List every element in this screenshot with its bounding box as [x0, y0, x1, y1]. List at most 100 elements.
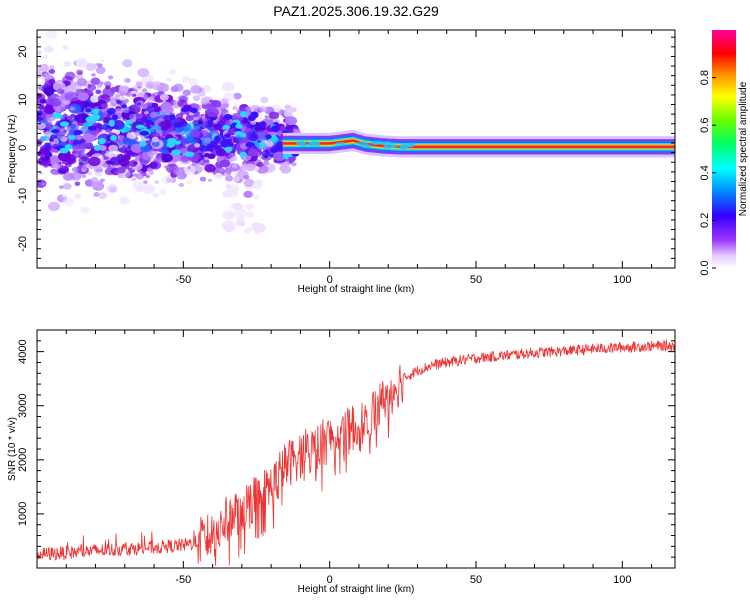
colorbar-tick-label: 0.8: [699, 70, 711, 85]
spectrogram-blob: [224, 224, 235, 233]
spectrogram-blob: [148, 170, 154, 176]
spectrogram-blob: [199, 176, 207, 182]
spectrogram-bright-spot: [270, 125, 280, 133]
spectrogram-blob: [151, 140, 160, 148]
spectrogram-blob: [191, 162, 197, 167]
spectrogram-blob: [99, 178, 106, 183]
spectrogram-blob: [54, 152, 60, 156]
spectrogram-blob: [192, 95, 201, 101]
spectrogram-blob: [85, 62, 97, 71]
spectrogram-bright-spot: [239, 151, 247, 158]
spectrogram-x-tick-label: 100: [613, 274, 631, 286]
spectrogram-blob: [246, 131, 259, 141]
spectrogram-blob: [232, 202, 243, 211]
spectrogram-bright-spot: [206, 144, 214, 150]
spectrogram-blob: [89, 95, 100, 103]
snr-x-tick-label: 50: [470, 574, 482, 586]
snr-y-tick-label: 4000: [17, 339, 29, 363]
spectrogram-blob: [144, 110, 149, 115]
spectrogram-bright-spot: [265, 134, 272, 140]
spectrogram-blob: [58, 96, 65, 102]
figure-title: PAZ1.2025.306.19.32.G29: [273, 3, 439, 19]
spectrogram-blob: [97, 93, 111, 104]
snr-y-tick-label: 3000: [17, 393, 29, 417]
spectrogram-blob: [222, 210, 236, 220]
spectrogram-blob: [80, 206, 90, 214]
spectrogram-blob: [46, 30, 58, 40]
spectrogram-blob: [187, 166, 191, 170]
spectrogram-blob: [206, 107, 220, 118]
spectrogram-blob: [153, 106, 162, 113]
spectrogram-bright-spot: [51, 129, 60, 134]
spectrogram-blob: [43, 54, 49, 60]
spectrogram-blob: [62, 194, 67, 198]
spectrogram-blob: [151, 136, 160, 143]
spectrogram-blob: [116, 166, 126, 174]
spectrogram-x-axis-label: Height of straight line (km): [298, 284, 415, 295]
spectrogram-bright-spot: [250, 111, 259, 119]
spectrogram-blob: [100, 102, 109, 109]
spectrogram-blob: [231, 164, 238, 169]
spectrogram-bright-spot: [98, 137, 106, 145]
spectrogram-y-tick-label: -20: [17, 236, 29, 252]
spectrogram-blob: [164, 165, 169, 169]
spectrogram-bright-spot: [174, 140, 181, 145]
spectrogram-blob: [245, 211, 255, 218]
spectrogram-blob: [233, 103, 239, 107]
spectrogram-blob: [79, 138, 86, 144]
spectrogram-blob: [109, 156, 122, 166]
spectrogram-y-tick-label: -10: [17, 188, 29, 204]
spectrogram-blob: [219, 168, 225, 173]
spectrogram-blob: [45, 124, 54, 130]
spectrogram-blob: [225, 184, 232, 189]
spectrogram-blob: [221, 81, 235, 92]
spectrogram-panel: -50 0 50 100 -20 -10 0 10 20 Height of straight…: [7, 29, 676, 295]
spectrogram-blob: [137, 67, 150, 78]
spectrogram-blob: [161, 175, 173, 185]
colorbar-gradient: [712, 30, 736, 268]
spectrogram-y-tick-label: 10: [17, 94, 29, 106]
snr-series-line: [37, 338, 675, 566]
spectrogram-bright-spot: [258, 141, 267, 149]
spectrogram-blob: [56, 88, 65, 95]
spectrogram-ridge-band: [282, 139, 675, 149]
colorbar-ticks: 0.0 0.2 0.4 0.6 0.8: [699, 70, 716, 276]
spectrogram-blob: [107, 75, 114, 80]
spectrogram-blob: [126, 147, 131, 152]
spectrogram-blob: [207, 153, 216, 160]
spectrogram-blob: [141, 151, 154, 161]
spectrogram-blob: [95, 89, 102, 95]
spectrogram-blob: [52, 163, 61, 169]
spectrogram-bright-spot: [184, 151, 195, 157]
spectrogram-blob: [48, 79, 56, 85]
spectrogram-blob: [152, 192, 160, 198]
spectrogram-blob: [85, 141, 93, 148]
snr-x-tick-label: -50: [175, 574, 191, 586]
spectrogram-blob: [223, 92, 235, 102]
snr-frame: [36, 329, 676, 569]
spectrogram-blob: [190, 85, 202, 94]
snr-x-tick-labels: -50 0 50 100: [175, 574, 631, 586]
spectrogram-blob: [116, 100, 122, 105]
spectrogram-blob: [208, 126, 216, 132]
spectrogram-blob: [57, 135, 63, 140]
spectrogram-bright-spot: [139, 140, 147, 147]
spectrogram-blob: [39, 136, 47, 141]
spectrogram-ridge-patch: [310, 141, 320, 146]
spectrogram-blob: [255, 130, 268, 140]
spectrogram-blob: [49, 138, 54, 142]
spectrogram-bright-spot: [173, 122, 184, 128]
spectrogram-bright-spot: [282, 152, 290, 160]
spectrogram-blob: [204, 163, 216, 173]
spectrogram-blob: [257, 139, 262, 143]
spectrogram-bright-spot: [207, 119, 214, 126]
spectrogram-blob: [180, 155, 190, 163]
spectrogram-ridge-patch: [295, 141, 306, 146]
spectrogram-blob: [54, 126, 67, 137]
spectrogram-blob: [178, 182, 185, 188]
spectrogram-blob: [280, 126, 286, 131]
spectrogram-blob: [129, 113, 138, 121]
spectrogram-blob: [87, 84, 97, 91]
spectrogram-blob: [93, 192, 100, 197]
spectrogram-blob: [143, 180, 148, 184]
